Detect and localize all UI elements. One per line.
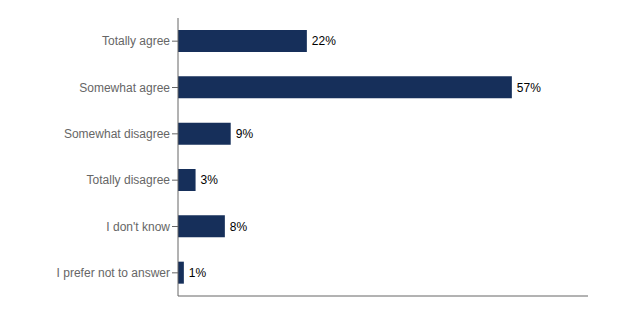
svg-text:Totally disagree: Totally disagree	[87, 173, 171, 187]
svg-text:I don't know: I don't know	[106, 220, 170, 234]
svg-text:3%: 3%	[201, 173, 219, 187]
svg-text:Somewhat agree: Somewhat agree	[79, 81, 170, 95]
svg-text:22%: 22%	[312, 34, 336, 48]
svg-text:57%: 57%	[517, 81, 541, 95]
svg-text:Somewhat disagree: Somewhat disagree	[64, 127, 170, 141]
svg-text:9%: 9%	[236, 127, 254, 141]
svg-text:8%: 8%	[230, 220, 248, 234]
svg-text:1%: 1%	[189, 266, 207, 280]
svg-text:Totally agree: Totally agree	[102, 34, 170, 48]
svg-text:I prefer not to answer: I prefer not to answer	[57, 266, 170, 280]
